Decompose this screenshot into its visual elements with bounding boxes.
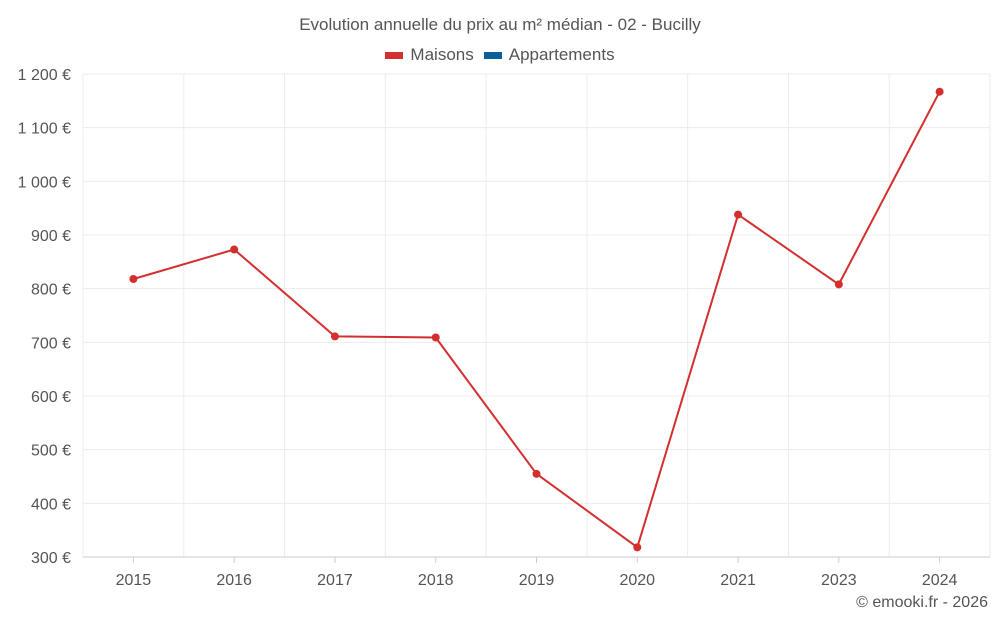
data-point — [633, 543, 642, 552]
data-point — [834, 280, 843, 289]
y-tick-label: 1 000 € — [18, 174, 71, 191]
y-tick-label: 600 € — [31, 389, 71, 406]
x-tick-label: 2020 — [619, 572, 655, 589]
x-tick-label: 2023 — [821, 572, 857, 589]
data-point — [330, 332, 339, 341]
data-point — [734, 210, 743, 219]
series-line-maisons — [133, 91, 941, 549]
x-tick-label: 2024 — [922, 572, 958, 589]
chart-legend: Maisons Appartements — [0, 45, 1000, 65]
x-tick-label: 2021 — [720, 572, 756, 589]
y-tick-label: 1 100 € — [18, 121, 71, 138]
legend-label-appartements: Appartements — [508, 45, 615, 64]
credit-text: © emooki.fr - 2026 — [856, 594, 988, 611]
data-point — [230, 245, 239, 254]
x-tick-label: 2019 — [519, 572, 555, 589]
y-tick-label: 900 € — [31, 228, 71, 245]
data-point — [532, 469, 541, 478]
data-point — [129, 275, 138, 284]
legend-item-maisons[interactable]: Maisons — [385, 45, 474, 65]
legend-item-appartements[interactable]: Appartements — [483, 45, 615, 65]
y-tick-label: 400 € — [31, 496, 71, 513]
y-tick-label: 500 € — [31, 443, 71, 460]
x-tick-label: 2016 — [216, 572, 252, 589]
legend-label-maisons: Maisons — [410, 45, 474, 64]
y-tick-label: 300 € — [31, 550, 71, 567]
y-tick-label: 700 € — [31, 335, 71, 352]
data-point — [431, 333, 440, 342]
x-tick-label: 2017 — [317, 572, 353, 589]
y-tick-label: 1 200 € — [18, 67, 71, 84]
x-tick-label: 2018 — [418, 572, 454, 589]
legend-swatch-appartements — [483, 51, 502, 59]
x-tick-label: 2015 — [116, 572, 152, 589]
legend-swatch-maisons — [385, 51, 404, 59]
chart-title: Evolution annuelle du prix au m² médian … — [299, 15, 701, 34]
data-point — [935, 87, 944, 96]
y-tick-label: 800 € — [31, 282, 71, 299]
